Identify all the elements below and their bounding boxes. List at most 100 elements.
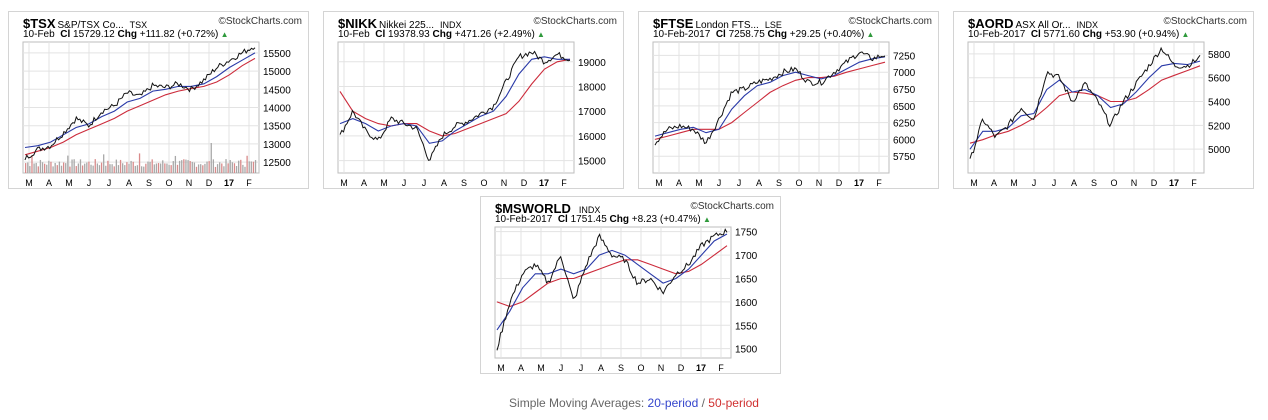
chart-change-label: Chg: [432, 29, 452, 40]
chart-date: 10-Feb-2017: [495, 214, 553, 225]
volume-bar: [233, 163, 236, 173]
x-tick-label: M: [340, 178, 348, 188]
volume-bar: [191, 161, 193, 173]
chart-card-aord[interactable]: 5000 5200 5400 5600 5800 M A M J J A S O N D 17 F $AORD AS…: [953, 11, 1254, 189]
volume-bar: [60, 165, 63, 173]
x-tick-label: 17: [224, 178, 234, 188]
volume-bar: [248, 161, 250, 173]
volume-bar: [210, 143, 212, 173]
volume-bar: [149, 161, 151, 173]
y-tick-label: 1550: [735, 321, 758, 332]
volume-bar: [54, 163, 56, 173]
y-tick-label: 5600: [1208, 74, 1231, 85]
volume-bar: [235, 165, 238, 173]
volume-bar: [246, 155, 248, 173]
legend-sma50[interactable]: 50-period: [708, 396, 759, 410]
chart-quote-line: 10-Feb-2017 Cl 1751.45 Chg +8.23 (+0.47%…: [495, 214, 711, 225]
volume-bar: [56, 165, 58, 173]
chart-exchange: INDX: [1076, 20, 1099, 29]
volume-bar: [111, 164, 113, 173]
x-tick-label: O: [480, 178, 487, 188]
chart-change: +8.23 (+0.47%): [631, 214, 701, 225]
volume-bar: [35, 162, 37, 173]
volume-bar: [75, 166, 77, 173]
y-tick-label: 7000: [893, 68, 916, 79]
volume-bar: [212, 159, 215, 173]
price-chart: 1500 1550 1600 1650 1700 1750 M A M J J A S O N D 17 F: [494, 226, 758, 373]
x-tick-label: M: [380, 178, 388, 188]
volume-bar: [166, 163, 168, 173]
x-tick-label: S: [146, 178, 152, 188]
volume-bar: [174, 155, 177, 173]
chart-close-label: Cl: [375, 29, 386, 40]
y-tick-label: 5800: [1208, 50, 1231, 61]
volume-bar: [155, 163, 158, 173]
chart-quote-line: 10-Feb Cl 15729.12 Chg +111.82 (+0.72%) …: [23, 29, 228, 40]
volume-bar: [178, 160, 181, 173]
price-chart: 5000 5200 5400 5600 5800 M A M J J A S O N D 17 F: [967, 41, 1231, 188]
chart-card-tsx[interactable]: 12500 13000 13500 14000 14500 15000 15500 M A M J J…: [8, 11, 309, 189]
volume-bar: [170, 165, 172, 173]
chart-date: 10-Feb-2017: [653, 29, 711, 40]
x-tick-label: J: [559, 363, 564, 373]
moving-average-legend: Simple Moving Averages: 20-period / 50-p…: [0, 396, 1268, 410]
y-tick-label: 6750: [893, 85, 916, 96]
chart-card-nikk[interactable]: 15000 16000 17000 18000 19000 M A M J J A S O N D 17 F $N…: [323, 11, 624, 189]
volume-bar: [242, 164, 244, 173]
x-tick-label: O: [1110, 178, 1117, 188]
legend-prefix: Simple Moving Averages:: [509, 396, 648, 410]
y-tick-label: 1650: [735, 274, 758, 285]
x-tick-label: J: [717, 178, 722, 188]
volume-bar: [25, 163, 27, 173]
volume-bar: [240, 159, 242, 173]
sma20-line: [654, 56, 886, 137]
volume-bar: [172, 161, 174, 173]
x-tick-label: N: [501, 178, 508, 188]
volume-bar: [141, 166, 143, 173]
chart-change-label: Chg: [1082, 29, 1102, 40]
chart-change-label: Chg: [767, 29, 787, 40]
x-tick-label: J: [402, 178, 407, 188]
x-tick-label: J: [1032, 178, 1037, 188]
y-tick-label: 14500: [263, 85, 291, 96]
x-tick-label: 17: [696, 363, 706, 373]
x-tick-label: S: [776, 178, 782, 188]
x-tick-label: M: [25, 178, 33, 188]
chart-symbol: $MSWORLD: [495, 201, 571, 214]
y-tick-label: 6000: [893, 135, 916, 146]
x-tick-label: A: [46, 178, 52, 188]
y-tick-label: 6250: [893, 119, 916, 130]
up-arrow-icon: ▲: [218, 30, 229, 39]
sma20-line: [24, 52, 256, 149]
volume-bar: [79, 159, 82, 173]
chart-card-msworld[interactable]: 1500 1550 1600 1650 1700 1750 M A M J J A S O N D 17 F $MS…: [480, 196, 781, 374]
volume-bar: [134, 165, 136, 173]
chart-change-label: Chg: [609, 214, 629, 225]
volume-bar: [219, 162, 221, 173]
volume-bar: [43, 163, 46, 173]
chart-card-ftse[interactable]: 5750 6000 6250 6500 6750 7000 7250 M A M J J A S O N D 17…: [638, 11, 939, 189]
x-tick-label: F: [246, 178, 252, 188]
y-tick-label: 19000: [578, 58, 606, 69]
volume-bar: [151, 159, 153, 173]
x-tick-label: 17: [854, 178, 864, 188]
volume-bar: [185, 159, 187, 173]
volume-bar: [88, 161, 90, 173]
legend-sma20[interactable]: 20-period: [647, 396, 699, 410]
x-tick-label: J: [422, 178, 427, 188]
x-tick-label: D: [1151, 178, 1158, 188]
chart-exchange: TSX: [129, 20, 148, 29]
x-tick-label: M: [970, 178, 978, 188]
sma50-line: [969, 65, 1201, 144]
chart-exchange: INDX: [440, 20, 462, 29]
x-tick-label: A: [598, 363, 604, 373]
volume-bar: [39, 159, 42, 173]
volume-bar: [153, 164, 155, 173]
volume-bar: [126, 162, 128, 173]
volume-bar: [96, 163, 99, 173]
plot-frame: [494, 226, 732, 359]
chart-name: S&P/TSX Co...: [57, 20, 124, 29]
volume-bar: [157, 163, 160, 173]
volume-bar: [73, 159, 75, 173]
price-chart: 5750 6000 6250 6500 6750 7000 7250 M A M J J A S O N D 17…: [652, 41, 916, 188]
